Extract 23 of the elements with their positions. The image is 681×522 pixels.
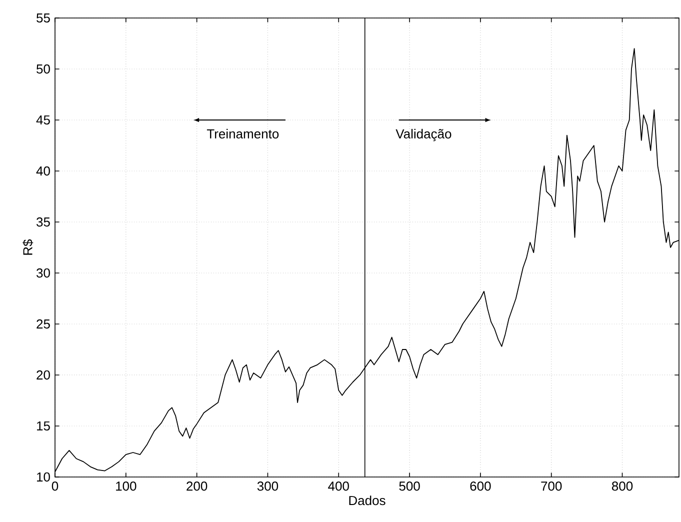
y-axis-title: R$ <box>22 239 34 255</box>
annotation: Validação <box>396 128 452 142</box>
x-tick-label: 500 <box>399 482 420 491</box>
y-tick-label: 10 <box>37 472 50 482</box>
y-tick-label: 45 <box>36 115 50 125</box>
x-tick-label: 600 <box>470 482 491 491</box>
x-axis-title: Dados <box>349 496 386 506</box>
y-tick-label: 55 <box>36 13 50 23</box>
annotation: Treinamento <box>206 128 279 138</box>
x-tick-label: 700 <box>541 482 562 491</box>
y-tick-label: 30 <box>36 268 50 278</box>
x-tick-label: 400 <box>328 482 349 491</box>
y-tick-label: 35 <box>36 217 50 227</box>
y-tick-label: 40 <box>36 166 50 176</box>
y-tick-label: 15 <box>37 421 50 431</box>
x-tick-label: 200 <box>186 482 208 491</box>
y-tick-label: 20 <box>36 370 50 380</box>
x-tick-label: 0 <box>52 482 58 491</box>
y-tick-label: 50 <box>36 64 50 74</box>
x-tick-label: 800 <box>612 482 633 491</box>
x-tick-label: 300 <box>257 482 278 491</box>
x-tick-label: 100 <box>116 482 136 491</box>
y-tick-label: 25 <box>36 319 50 329</box>
